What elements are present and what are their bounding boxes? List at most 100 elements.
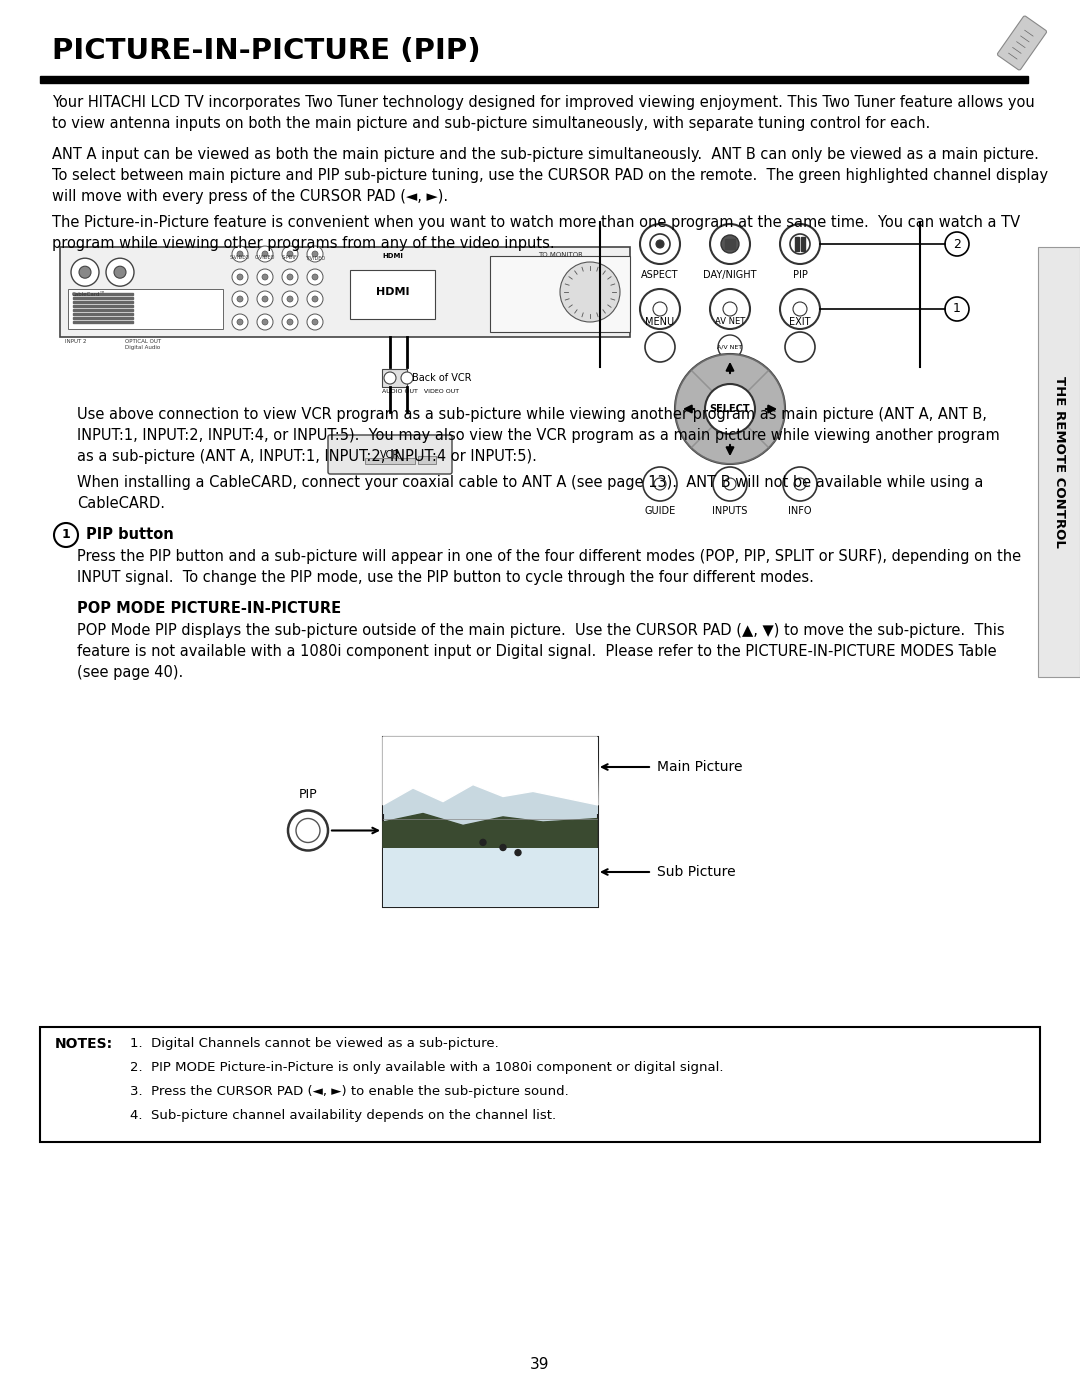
- Circle shape: [262, 319, 268, 326]
- Circle shape: [312, 296, 318, 302]
- Circle shape: [262, 296, 268, 302]
- Circle shape: [640, 224, 680, 264]
- FancyArrowPatch shape: [1021, 36, 1029, 42]
- Bar: [40, 75, 1028, 82]
- Bar: [801, 237, 805, 251]
- Circle shape: [705, 384, 755, 434]
- Bar: [383, 738, 598, 813]
- Circle shape: [232, 246, 248, 263]
- Text: SELECT: SELECT: [710, 404, 751, 414]
- Circle shape: [650, 235, 670, 254]
- Text: CableCard™: CableCard™: [72, 292, 106, 298]
- Circle shape: [106, 258, 134, 286]
- Circle shape: [783, 467, 816, 502]
- Bar: [350, 270, 435, 319]
- Text: INPUTS: INPUTS: [713, 506, 747, 515]
- Circle shape: [643, 467, 677, 502]
- Circle shape: [287, 319, 293, 326]
- Polygon shape: [383, 813, 597, 848]
- Bar: [68, 289, 222, 330]
- Text: Use above connection to view VCR program as a sub-picture while viewing another : Use above connection to view VCR program…: [77, 407, 1000, 464]
- Circle shape: [480, 840, 486, 845]
- Text: 1: 1: [953, 303, 961, 316]
- Text: AUDIO OUT   VIDEO OUT: AUDIO OUT VIDEO OUT: [382, 388, 459, 394]
- Text: PIP: PIP: [299, 788, 318, 800]
- Text: VCR: VCR: [380, 450, 400, 460]
- Circle shape: [232, 270, 248, 285]
- Circle shape: [793, 302, 807, 316]
- Circle shape: [232, 314, 248, 330]
- Circle shape: [645, 332, 675, 362]
- Circle shape: [287, 296, 293, 302]
- Bar: [365, 458, 415, 464]
- Circle shape: [721, 235, 739, 253]
- FancyArrowPatch shape: [1025, 31, 1034, 36]
- Circle shape: [724, 478, 735, 490]
- Circle shape: [384, 372, 396, 384]
- Text: TO MONITOR: TO MONITOR: [538, 251, 582, 258]
- Text: EXIT: EXIT: [789, 317, 811, 327]
- Text: AV NET: AV NET: [715, 317, 745, 326]
- Circle shape: [312, 251, 318, 257]
- Polygon shape: [383, 738, 598, 805]
- Circle shape: [262, 251, 268, 257]
- Circle shape: [945, 298, 969, 321]
- Circle shape: [114, 267, 126, 278]
- Circle shape: [656, 240, 664, 249]
- Circle shape: [312, 274, 318, 279]
- Circle shape: [71, 258, 99, 286]
- Circle shape: [515, 849, 521, 855]
- Circle shape: [654, 478, 666, 490]
- Circle shape: [794, 478, 806, 490]
- Bar: [73, 320, 133, 323]
- Bar: [383, 848, 598, 907]
- Bar: [73, 300, 133, 303]
- Circle shape: [237, 251, 243, 257]
- Bar: [73, 313, 133, 314]
- Text: ASPECT: ASPECT: [642, 270, 678, 279]
- Text: Y/VIDEO: Y/VIDEO: [305, 256, 325, 260]
- Text: 1.  Digital Channels cannot be viewed as a sub-picture.: 1. Digital Channels cannot be viewed as …: [130, 1037, 499, 1051]
- Circle shape: [257, 270, 273, 285]
- Text: ANT A input can be viewed as both the main picture and the sub-picture simultane: ANT A input can be viewed as both the ma…: [52, 147, 1048, 204]
- Circle shape: [780, 224, 820, 264]
- Circle shape: [500, 845, 507, 851]
- Circle shape: [232, 291, 248, 307]
- Text: HDMI: HDMI: [376, 286, 409, 298]
- Text: The Picture-in-Picture feature is convenient when you want to watch more than on: The Picture-in-Picture feature is conven…: [52, 215, 1021, 251]
- Polygon shape: [691, 353, 769, 409]
- Circle shape: [945, 232, 969, 256]
- Circle shape: [296, 819, 320, 842]
- Bar: [73, 292, 133, 295]
- Circle shape: [653, 302, 667, 316]
- Bar: [60, 247, 630, 337]
- Text: PIP button: PIP button: [86, 527, 174, 542]
- Circle shape: [79, 267, 91, 278]
- Bar: [73, 317, 133, 319]
- Bar: [73, 296, 133, 299]
- Text: NOTES:: NOTES:: [55, 1037, 113, 1051]
- Polygon shape: [675, 370, 730, 448]
- FancyArrowPatch shape: [1013, 47, 1021, 53]
- Circle shape: [780, 289, 820, 330]
- Circle shape: [640, 289, 680, 330]
- Circle shape: [282, 270, 298, 285]
- Text: PICTURE-IN-PICTURE (PIP): PICTURE-IN-PICTURE (PIP): [52, 36, 481, 66]
- Circle shape: [723, 302, 737, 316]
- Circle shape: [401, 372, 413, 384]
- Text: MENU: MENU: [646, 317, 675, 327]
- Bar: [40, 1027, 1040, 1141]
- Circle shape: [785, 332, 815, 362]
- Text: INPUT 2: INPUT 2: [65, 339, 86, 344]
- Text: S-VIDEO: S-VIDEO: [230, 256, 251, 260]
- Text: GUIDE: GUIDE: [645, 506, 676, 515]
- Text: 1: 1: [62, 528, 70, 542]
- Bar: [795, 237, 799, 251]
- Text: A/V NET: A/V NET: [717, 345, 743, 349]
- Circle shape: [282, 246, 298, 263]
- Text: POP MODE PICTURE-IN-PICTURE: POP MODE PICTURE-IN-PICTURE: [77, 601, 341, 616]
- Circle shape: [287, 251, 293, 257]
- Text: THE REMOTE CONTROL: THE REMOTE CONTROL: [1053, 376, 1066, 548]
- Bar: [418, 455, 436, 464]
- Bar: [73, 305, 133, 307]
